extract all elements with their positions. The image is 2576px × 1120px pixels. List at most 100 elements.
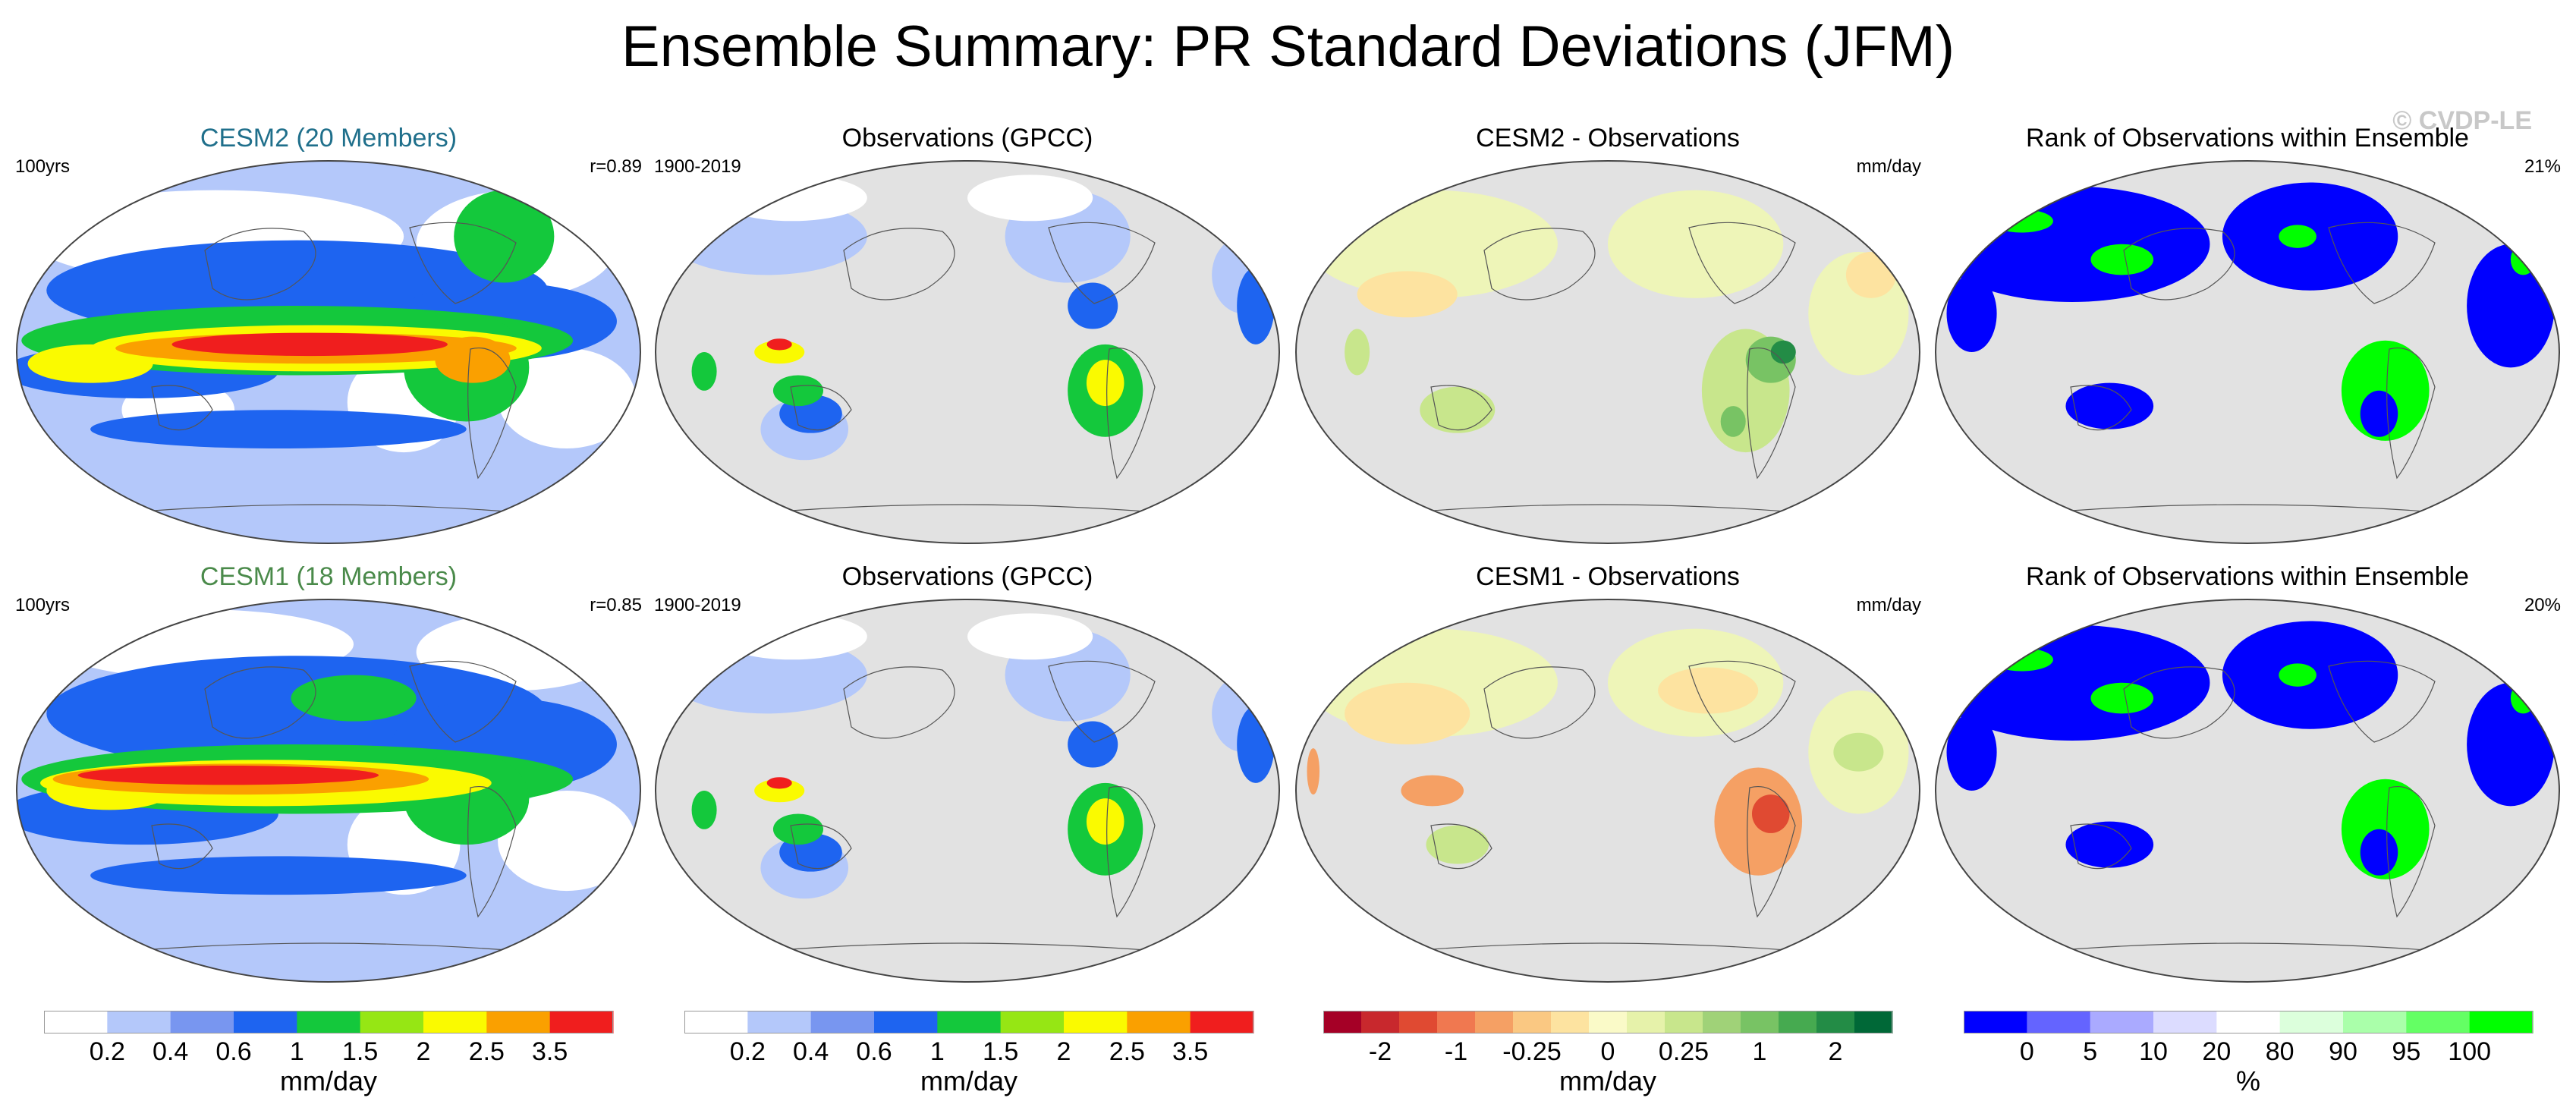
map-field-region [1770, 340, 1796, 364]
colorbar-tick-label: 100 [2448, 1037, 2492, 1066]
panel-title-r1c4: Rank of Observations within Ensemble [2026, 124, 2469, 153]
colorbar-tick-label: 3.5 [532, 1037, 568, 1066]
colorbar-unit-label: mm/day [920, 1065, 1018, 1096]
coastline [204, 228, 316, 300]
map-field-region [1751, 794, 1790, 833]
colorbar-tick-label: -0.25 [1502, 1037, 1562, 1066]
map-field-region [2510, 682, 2536, 714]
map-field-region [1845, 251, 1896, 298]
colorbar-unit-label: mm/day [1558, 1065, 1657, 1096]
panel-left-label-r1c1: 100yrs [15, 156, 71, 177]
panel-title-r1c3: CESM2 - Observations [1476, 124, 1740, 153]
coastline [151, 823, 213, 870]
map-field-region [1345, 682, 1470, 745]
map-field-region [1833, 732, 1884, 772]
map-field-region [2467, 682, 2555, 807]
map-field-region [498, 791, 636, 892]
coastline [790, 385, 852, 431]
map-field-region [716, 613, 867, 660]
colorbar-tick-label: 1 [289, 1037, 304, 1066]
coastline [204, 666, 316, 739]
colorbar-frame [684, 1011, 1253, 1033]
coastline [2070, 823, 2132, 870]
coastline [1483, 666, 1596, 739]
map-r1c2 [655, 160, 1280, 544]
coastline [1106, 348, 1156, 480]
colorbar-swatch [360, 1011, 424, 1033]
colorbar-unit-label: % [2235, 1065, 2260, 1096]
colorbar-swatch [1399, 1011, 1438, 1033]
coastline [467, 348, 517, 480]
colorbar-swatch [874, 1011, 938, 1033]
coastline [1048, 660, 1156, 743]
coastline [2123, 666, 2235, 739]
map-r2c1 [16, 599, 641, 983]
colorbar-tick-label: 1 [929, 1037, 945, 1066]
colorbar-tick-label: 0.25 [1658, 1037, 1709, 1066]
map-field-region [766, 338, 792, 351]
map-field-region [1345, 329, 1370, 376]
map-field-region [2279, 663, 2317, 687]
map-field-region [77, 765, 379, 785]
colorbar-swatch [2279, 1011, 2344, 1033]
panel-title-r1c2: Observations (GPCC) [841, 124, 1093, 153]
coastline [843, 228, 955, 300]
map-field-region [435, 336, 511, 383]
colorbar-tick-label: 1.5 [342, 1037, 379, 1066]
map-field-region [1357, 271, 1458, 318]
colorbar-tick-label: 2.5 [468, 1037, 505, 1066]
panel-right-label-r1c3: mm/day [1856, 156, 1921, 177]
map-r2c3 [1295, 599, 1920, 983]
panel-title-r2c4: Rank of Observations within Ensemble [2026, 562, 2469, 591]
colorbar-swatch [1323, 1011, 1362, 1033]
colorbar-tick-label: 2 [416, 1037, 431, 1066]
colorbar-swatch [1703, 1011, 1741, 1033]
colorbar-swatch [1127, 1011, 1191, 1033]
colorbar-swatch [2469, 1011, 2534, 1033]
map-field-region [967, 613, 1093, 660]
map-field-region [772, 375, 824, 407]
map-field-region [90, 410, 467, 448]
colorbar-tick-label: -1 [1444, 1037, 1468, 1066]
colorbar-swatch [2090, 1011, 2154, 1033]
map-field-region [498, 348, 636, 448]
colorbar-swatch [1437, 1011, 1476, 1033]
panel-left-label-r1c2: 1900-2019 [654, 156, 741, 177]
map-r1c4 [1935, 160, 2560, 544]
colorbar-swatch [1964, 1011, 2027, 1033]
colorbar-swatch [1064, 1011, 1128, 1033]
map-r2c2 [655, 599, 1280, 983]
colorbar-tick-label: 10 [2139, 1037, 2168, 1066]
colorbar-tick-label: 1.5 [983, 1037, 1019, 1066]
colorbar-swatch [44, 1011, 108, 1033]
colorbar-tick-label: 80 [2265, 1037, 2294, 1066]
map-field-region [1307, 748, 1320, 795]
coastline [2070, 385, 2132, 431]
map-field-region [90, 856, 467, 895]
colorbar-tick-label: 0.2 [89, 1037, 125, 1066]
panel-right-label-r2c3: mm/day [1856, 595, 1921, 615]
colorbar-swatch [810, 1011, 875, 1033]
panel-right-label-r1c4: 21% [2524, 156, 2561, 177]
coastline [2328, 222, 2436, 304]
coastline [1747, 786, 1796, 918]
colorbar-tick-label: 0 [1600, 1037, 1615, 1066]
colorbar-tick-label: -2 [1368, 1037, 1392, 1066]
map-border [16, 160, 641, 544]
coastline [1430, 385, 1492, 431]
coastline [1483, 228, 1596, 300]
colorbar-swatch [2216, 1011, 2281, 1033]
panel-title-r2c3: CESM1 - Observations [1476, 562, 1740, 591]
map-field-region [27, 344, 153, 383]
map-field-region [2065, 382, 2154, 429]
panel-right-label-r1c1: r=0.89 [590, 156, 642, 177]
panel-left-label-r2c1: 100yrs [15, 595, 71, 615]
map-field-region [1990, 648, 2053, 672]
map-field-region [1086, 798, 1124, 845]
coastline [1430, 823, 1492, 870]
map-field-region [2279, 225, 2317, 248]
map-field-region [2467, 244, 2555, 368]
map-field-region [1720, 406, 1746, 437]
colorbar-swatch [170, 1011, 234, 1033]
coastline [409, 660, 517, 743]
